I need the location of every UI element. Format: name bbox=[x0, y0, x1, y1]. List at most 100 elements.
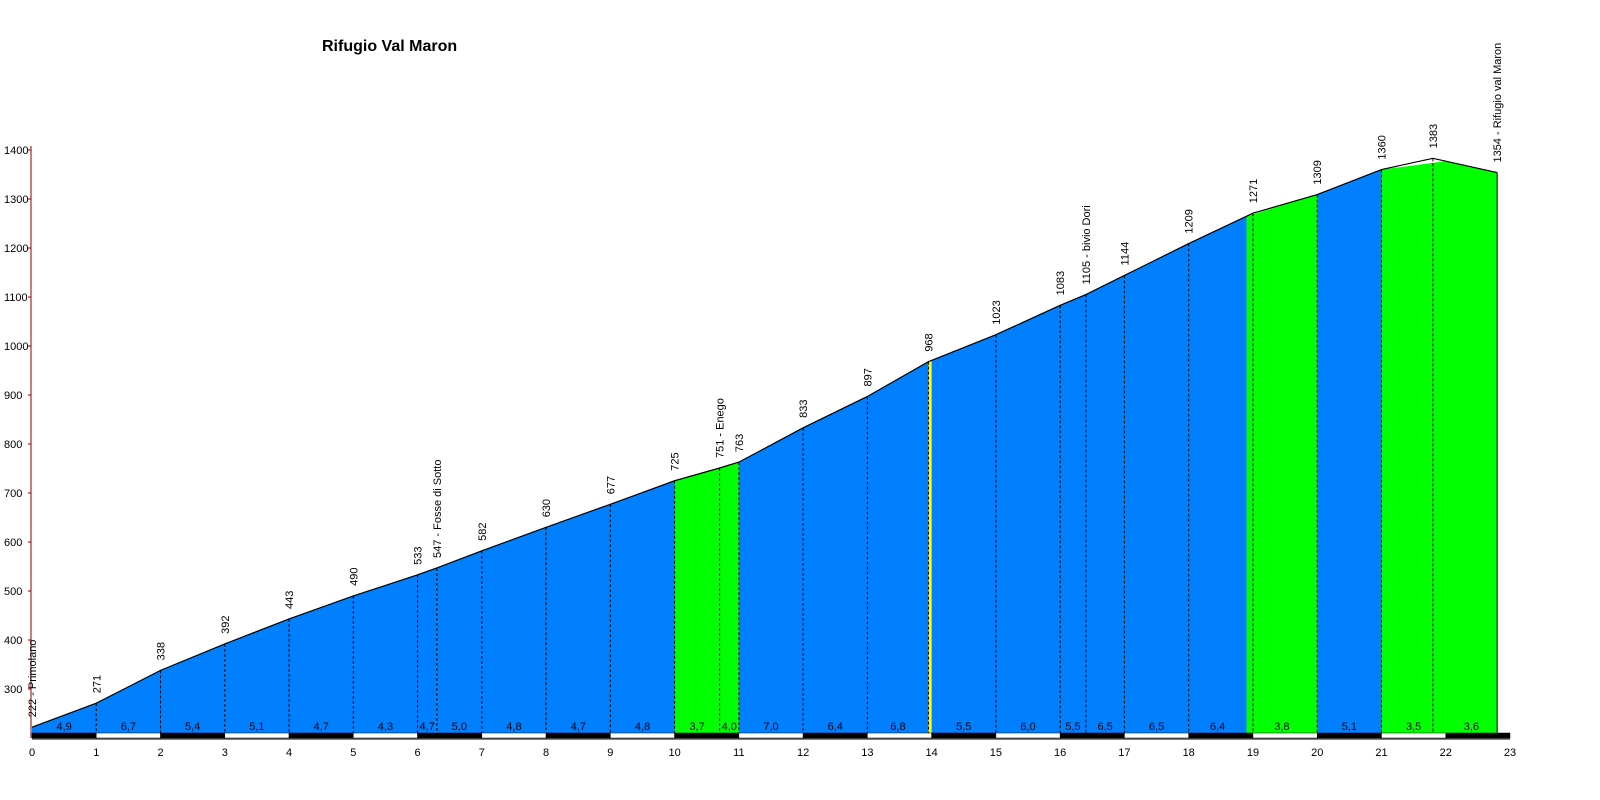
segment-fill-1 bbox=[96, 670, 161, 733]
gradient-label-22: 6,4 bbox=[1210, 721, 1225, 733]
x-tick-label-13: 13 bbox=[861, 747, 873, 759]
y-tick-label-1100: 1100 bbox=[4, 292, 28, 304]
gradient-label-14: 6,4 bbox=[828, 721, 843, 733]
segment-fill-4 bbox=[289, 595, 354, 733]
altitude-labels: 222 - Primolano 271 338 392 443 490 533 547 - F… bbox=[27, 43, 1504, 718]
gradient-label-21: 6,5 bbox=[1149, 721, 1164, 733]
gradient-label-26: 3,6 bbox=[1464, 721, 1479, 733]
axes bbox=[30, 146, 1510, 740]
altitude-label-8: 582 bbox=[477, 522, 489, 540]
segment-fill-11 bbox=[674, 468, 720, 733]
segment-fill-7 bbox=[436, 550, 482, 733]
altitude-label-0: 222 - Primolano bbox=[27, 640, 39, 718]
km-strip-cell-9 bbox=[610, 732, 675, 739]
km-strip-cell-15 bbox=[995, 732, 1061, 739]
km-strip-cell-22 bbox=[1445, 732, 1511, 739]
km-strip-cell-20 bbox=[1316, 732, 1382, 739]
gradient-label-1: 6,7 bbox=[121, 721, 136, 733]
km-strip-cell-5 bbox=[353, 732, 418, 739]
y-tick-label-900: 900 bbox=[4, 390, 22, 402]
x-tick-label-9: 9 bbox=[607, 747, 613, 759]
segment-fill-6 bbox=[417, 567, 437, 733]
x-tick-label-20: 20 bbox=[1311, 747, 1323, 759]
x-tick-label-21: 21 bbox=[1375, 747, 1387, 759]
km-strip-cell-11 bbox=[738, 732, 804, 739]
gradient-label-7: 5,0 bbox=[452, 721, 467, 733]
km-strip-cell-19 bbox=[1252, 732, 1318, 739]
km-strip-cell-1 bbox=[96, 732, 161, 739]
x-tick-label-12: 12 bbox=[797, 747, 809, 759]
x-tick-label-2: 2 bbox=[157, 747, 163, 759]
gradient-label-11: 3,7 bbox=[689, 721, 704, 733]
altitude-label-17: 1023 bbox=[991, 300, 1003, 324]
gradient-label-8: 4,8 bbox=[506, 721, 521, 733]
x-tick-label-5: 5 bbox=[350, 747, 356, 759]
gradient-label-18: 6,0 bbox=[1020, 721, 1035, 733]
gradient-label-23: 3,8 bbox=[1274, 721, 1289, 733]
segment-fill-19 bbox=[1060, 294, 1086, 733]
segment-fill-8 bbox=[481, 527, 547, 733]
chart-title: Rifugio Val Maron bbox=[322, 38, 458, 55]
segment-fill-20 bbox=[1085, 275, 1125, 733]
y-tick-label-300: 300 bbox=[4, 684, 22, 696]
gradient-label-3: 5,1 bbox=[249, 721, 264, 733]
km-strip-cell-3 bbox=[224, 732, 290, 739]
gradient-label-20: 6,5 bbox=[1098, 721, 1113, 733]
gradient-label-24: 5,1 bbox=[1342, 721, 1357, 733]
altitude-label-21: 1209 bbox=[1184, 209, 1196, 233]
segment-fill-13 bbox=[738, 427, 804, 733]
x-tick-label-7: 7 bbox=[479, 747, 485, 759]
segment-fill-17 bbox=[931, 334, 996, 733]
x-tick-label-22: 22 bbox=[1440, 747, 1452, 759]
segment-fill-21 bbox=[1124, 243, 1189, 733]
y-tick-label-800: 800 bbox=[4, 439, 22, 451]
altitude-label-24: 1360 bbox=[1376, 135, 1388, 159]
x-axis-labels: 0 1 2 3 4 5 6 7 8 9 10 11 12 13 14 15 16 17 18 19 20 21 22 23 bbox=[29, 747, 1516, 759]
altitude-label-12: 751 - Enego bbox=[715, 398, 727, 458]
profile-line bbox=[31, 157, 1498, 728]
altitude-label-20: 1144 bbox=[1119, 242, 1131, 266]
x-tick-label-10: 10 bbox=[668, 747, 680, 759]
y-tick-label-600: 600 bbox=[4, 537, 22, 549]
gradient-label-4: 4,7 bbox=[314, 721, 329, 733]
altitude-label-15: 897 bbox=[862, 368, 874, 386]
km-strip-cell-4 bbox=[288, 732, 354, 739]
segment-fill-5 bbox=[353, 574, 418, 733]
gradient-label-0: 4,9 bbox=[56, 721, 71, 733]
altitude-label-13: 763 bbox=[734, 434, 746, 452]
x-tick-label-19: 19 bbox=[1247, 747, 1259, 759]
x-tick-label-16: 16 bbox=[1054, 747, 1066, 759]
altitude-label-16: 968 bbox=[923, 333, 935, 351]
gradient-label-12: 4,0 bbox=[722, 721, 737, 733]
x-tick-label-4: 4 bbox=[286, 747, 292, 759]
km-strip-cell-16 bbox=[1059, 732, 1125, 739]
km-strip bbox=[31, 732, 1511, 739]
segment-fill-2 bbox=[160, 643, 225, 733]
y-tick-label-1200: 1200 bbox=[4, 243, 28, 255]
profile-outline bbox=[31, 157, 1498, 733]
altitude-label-14: 833 bbox=[798, 399, 810, 417]
x-tick-label-3: 3 bbox=[222, 747, 228, 759]
segment-fill-12 bbox=[719, 462, 739, 733]
altitude-label-22: 1271 bbox=[1248, 179, 1260, 203]
x-tick-label-0: 0 bbox=[29, 747, 35, 759]
segment-fill-0 bbox=[32, 703, 97, 733]
x-tick-label-8: 8 bbox=[543, 747, 549, 759]
km-strip-cell-13 bbox=[867, 732, 932, 739]
segment-fill-26 bbox=[1445, 161, 1498, 733]
x-tick-label-18: 18 bbox=[1183, 747, 1195, 759]
segment-fill-14 bbox=[803, 396, 868, 733]
km-strip-cell-10 bbox=[674, 732, 740, 739]
y-tick-label-1400: 1400 bbox=[4, 145, 28, 157]
gradient-label-19: 5,5 bbox=[1065, 721, 1080, 733]
segment-fill-25 bbox=[1381, 161, 1446, 733]
altitude-label-18: 1083 bbox=[1055, 271, 1067, 295]
km-strip-cell-18 bbox=[1188, 732, 1254, 739]
segment-fill-9 bbox=[546, 504, 611, 733]
segment-fill-23 bbox=[1246, 194, 1318, 734]
altitude-label-19: 1105 - bivio Dori bbox=[1081, 205, 1093, 284]
km-strip-cell-6 bbox=[417, 732, 483, 739]
km-strip-cell-7 bbox=[481, 732, 547, 739]
segment-fill-10 bbox=[610, 480, 675, 733]
